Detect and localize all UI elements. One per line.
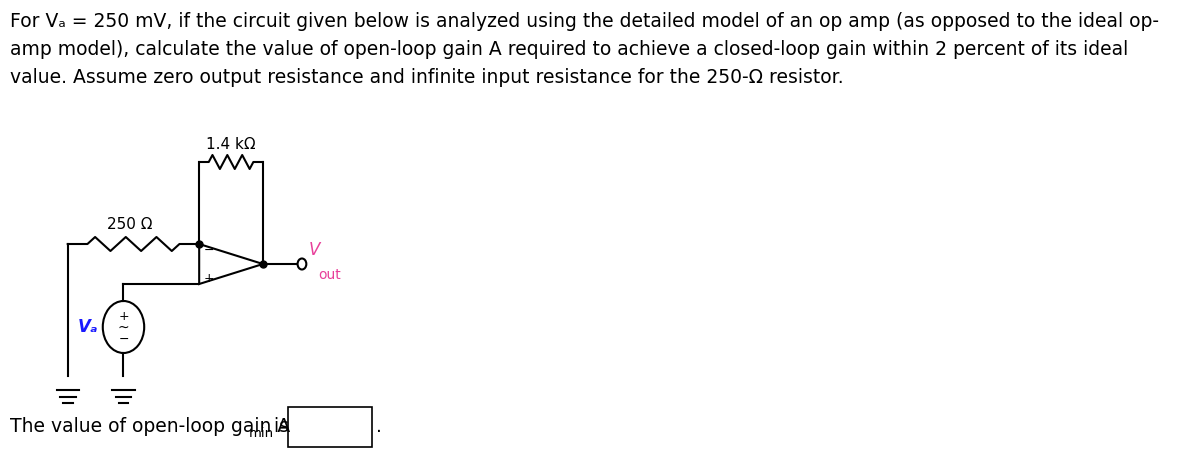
Text: −: − [204, 244, 214, 256]
Text: .: . [377, 418, 382, 437]
Text: out: out [318, 268, 341, 282]
Text: +: + [204, 271, 214, 285]
Text: For Vₐ = 250 mV, if the circuit given below is analyzed using the detailed model: For Vₐ = 250 mV, if the circuit given be… [9, 12, 1159, 31]
Text: ~: ~ [117, 321, 129, 335]
Text: value. Assume zero output resistance and infinite input resistance for the 250-Ω: value. Assume zero output resistance and… [9, 68, 843, 87]
Text: V: V [308, 241, 320, 259]
Text: is: is [268, 418, 289, 437]
Text: The value of open-loop gain A: The value of open-loop gain A [9, 418, 290, 437]
Bar [289, 407, 372, 447]
Text: amp model), calculate the value of open-loop gain A required to achieve a closed: amp model), calculate the value of open-… [9, 40, 1128, 59]
Text: min: min [249, 427, 274, 440]
Text: −: − [118, 332, 129, 346]
Text: +: + [118, 311, 129, 323]
Text: 1.4 kΩ: 1.4 kΩ [206, 137, 256, 152]
Text: Vₐ: Vₐ [77, 318, 98, 336]
Text: 250 Ω: 250 Ω [107, 217, 153, 232]
